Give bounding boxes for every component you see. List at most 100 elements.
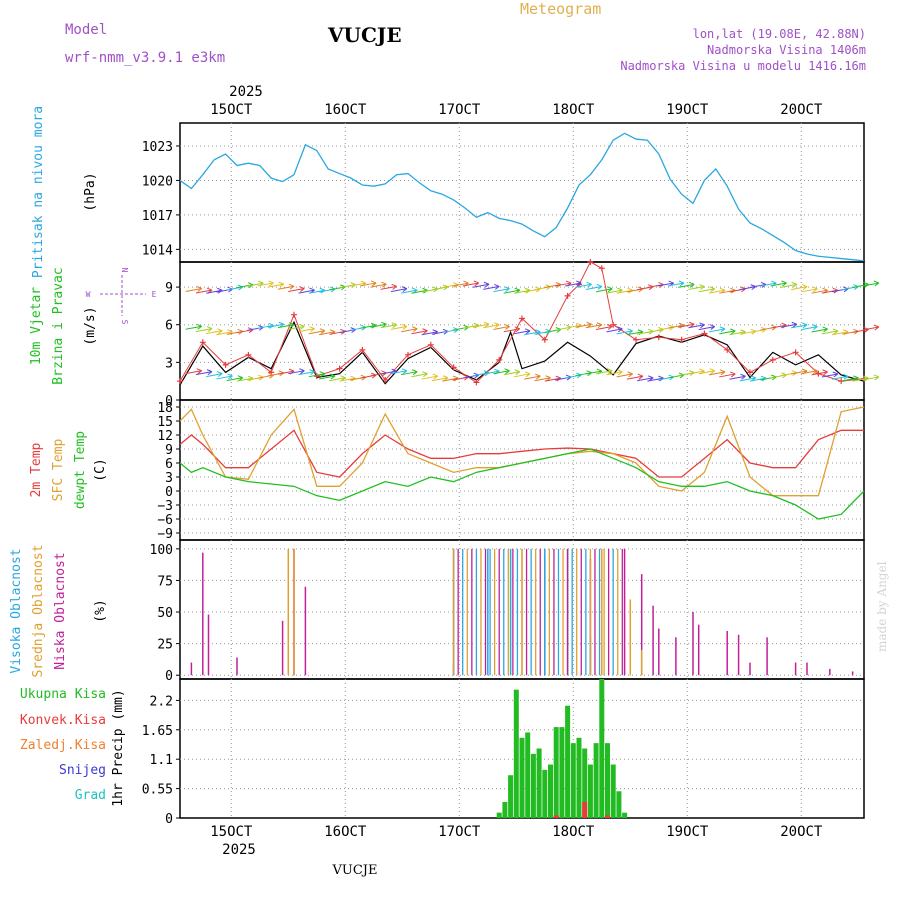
wind-arrow-head [432,373,438,380]
y-tick-label: 15 [157,415,173,430]
wind-arrow [431,377,449,382]
wind-arrow-head [504,286,510,293]
credit-watermark: made by Angel [875,561,889,652]
wind-arrow [708,289,726,294]
wind-arrow-head [483,281,490,288]
wind-arrow-head [196,323,202,330]
wind-max-point [405,351,411,358]
wind-arrow-head [514,369,521,376]
wind-arrow-head [832,328,839,335]
year-top: 2025 [229,84,263,100]
wind-arrow-head [278,281,285,288]
temp-line-0 [179,429,864,478]
wind-arrow [195,328,213,333]
y-tick-label: 1.1 [150,753,173,768]
model-elevation-text: Nadmorska Visina u modelu 1416.16m [620,59,866,73]
wind-arrow [349,282,366,287]
x-tick-label: 19OCT [666,102,709,118]
clouds-panel: 100 75 50 25 0 [150,539,865,684]
precip-bar [542,769,548,818]
wind-arrow-head [586,321,592,328]
precip-bar [576,737,582,818]
wind-arrow [206,330,223,335]
wind-arrow-head [237,375,244,382]
wind-arrow [862,376,879,381]
wind-arrow-head [637,373,644,380]
precip-bar [553,727,559,818]
wind-arrow [698,288,715,293]
model-label: Model [65,22,107,38]
compass-south: S [120,320,129,325]
wind-max-point [564,292,571,299]
wind-arrow [606,328,623,333]
y-tick-label: 6 [165,319,173,334]
wind-arrow [585,285,602,290]
wind-arrow-head [627,328,633,335]
y-tick-label: 0 [165,394,173,409]
legend-total-precip: Ukupna Kisa [20,687,106,702]
wind-arrow [596,326,613,331]
wind-arrow-head [329,373,336,380]
wind-arrow-head [370,280,377,287]
wind-arrow [842,377,859,382]
wind-arrow [534,377,551,382]
wind-arrow-head [842,373,849,380]
x-tick-label: 20OCT [780,824,823,840]
y-tick-label: 9 [165,281,173,296]
y-tick-label: 1023 [142,140,173,155]
wind-arrow [421,331,438,336]
wind-arrow-head [709,324,715,330]
wind-arrow [524,331,541,336]
wind-arrow [688,324,705,329]
wind-arrow-head [319,371,326,378]
wind-arrow [626,375,643,380]
wind-arrow-head [873,374,880,381]
wind-arrow-head [688,281,695,288]
wind-max-point [359,346,366,353]
wind-arrow-head [873,324,880,331]
legend-frozen-precip: Zaledj.Kisa [20,738,106,753]
wind-arrow [277,285,295,290]
wind-arrow-head [196,286,202,292]
wind-arrow [790,324,808,329]
wind-arrow [452,282,469,287]
wind-arrow [739,377,756,382]
wind-arrow-head [709,368,715,375]
y-tick-label: 1017 [142,209,173,224]
y-tick-label: 3 [165,356,173,371]
precip-bar [525,732,531,818]
wind-arrow [544,377,561,382]
wind-arrow [565,282,582,287]
wind-arrow-head [504,368,510,375]
wind-arrow [277,370,295,375]
wind-arrow [831,331,849,336]
precip-bar [565,705,571,818]
legend-snow: Snijeg [59,763,106,778]
wind-arrow [585,324,602,329]
y-tick-label: 1014 [142,243,173,258]
wind-arrow [585,370,602,375]
wind-arrow [206,373,223,378]
wind-arrow [390,370,407,375]
precip-bar [616,791,622,818]
ylabel-pressure: (hPa) [83,172,98,211]
wind-arrow [596,370,613,375]
wind-arrow [729,375,746,380]
wind-panel: 9 6 3 0 [165,259,880,409]
elevation-text: Nadmorska Visina 1406m [707,43,866,57]
legend-dewpt-temp: dewpt Temp [73,431,88,509]
wind-arrow [565,324,582,329]
wind-arrow [370,283,387,288]
wind-arrow [329,377,346,382]
wind-arrow [503,371,520,376]
legend-pressure: Pritisak na nivou mora [31,106,46,278]
precip-bar [605,743,610,818]
wind-arrow [811,289,828,294]
wind-arrow-head [596,322,603,329]
wind-arrow [852,377,869,382]
wind-arrow [667,282,685,287]
wind-arrow-head [206,326,213,332]
y-tick-label: 6 [165,457,173,472]
pressure-panel: 1023 1020 1017 1014 [142,122,865,263]
wind-arrow [831,375,849,380]
